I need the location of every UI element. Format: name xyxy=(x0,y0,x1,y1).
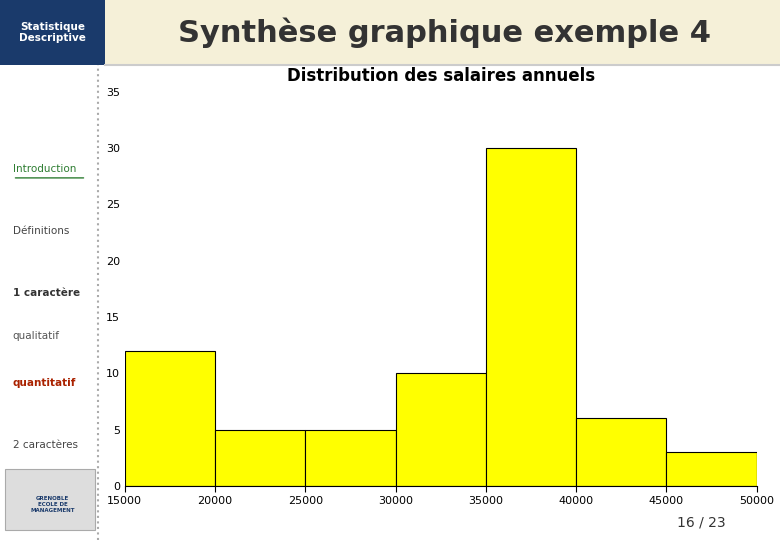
Bar xyxy=(666,452,757,486)
Bar xyxy=(486,148,576,486)
Bar xyxy=(5,469,95,530)
Text: 2 caractères: 2 caractères xyxy=(12,440,78,450)
Bar xyxy=(757,452,780,486)
Bar xyxy=(0,0,105,65)
Text: quantitatif: quantitatif xyxy=(12,378,76,388)
Bar xyxy=(305,430,395,486)
Text: 1 caractère: 1 caractère xyxy=(12,288,80,298)
Bar xyxy=(576,418,666,486)
Text: Synthèse graphique exemple 4: Synthèse graphique exemple 4 xyxy=(178,17,711,48)
Text: 16 / 23: 16 / 23 xyxy=(677,515,725,529)
Text: Introduction: Introduction xyxy=(12,164,76,174)
Text: qualitatif: qualitatif xyxy=(12,330,59,341)
Text: Statistique
Descriptive: Statistique Descriptive xyxy=(19,22,86,43)
Bar xyxy=(395,373,486,486)
Text: GRENOBLE
ECOLE DE
MANAGEMENT: GRENOBLE ECOLE DE MANAGEMENT xyxy=(30,496,75,512)
Bar xyxy=(105,0,780,65)
Text: Définitions: Définitions xyxy=(12,226,69,236)
Title: Distribution des salaires annuels: Distribution des salaires annuels xyxy=(286,66,595,85)
Bar xyxy=(125,351,215,486)
Bar xyxy=(215,430,305,486)
